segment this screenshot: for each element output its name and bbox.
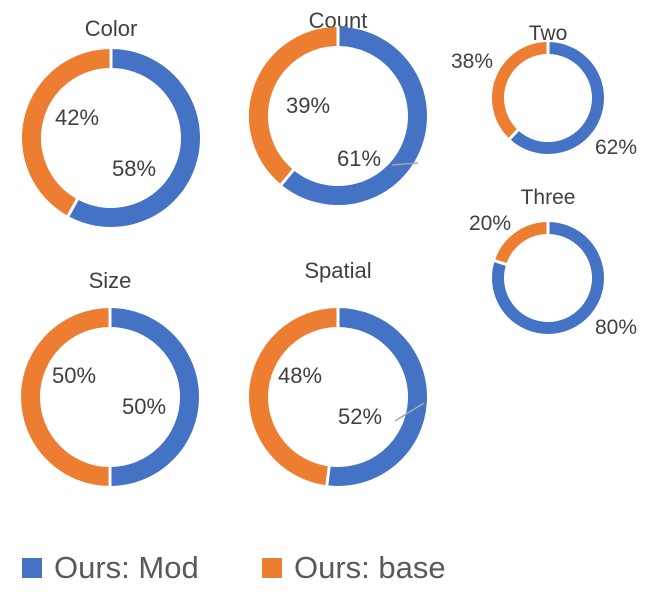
chart-title: Three	[521, 186, 576, 209]
slice-separator	[493, 258, 508, 267]
chart-title: Two	[529, 22, 568, 45]
donut-three: Three 80% 20%	[469, 186, 637, 339]
legend-label-mod: Ours: Mod	[54, 550, 199, 585]
chart-title: Spatial	[304, 258, 371, 283]
data-label-mod: 58%	[112, 156, 156, 181]
slice-separator	[279, 168, 296, 187]
donut-two: Two 62% 38%	[451, 22, 637, 159]
data-label-base: 20%	[469, 212, 511, 235]
legend: Ours: Mod Ours: base	[0, 545, 654, 591]
slice-mod	[68, 49, 200, 227]
slice-base	[22, 49, 112, 216]
data-label-mod: 50%	[122, 394, 166, 419]
data-label-base: 42%	[55, 105, 99, 130]
slice-base	[492, 42, 549, 139]
chart-title: Color	[85, 16, 138, 41]
legend-swatch-base	[262, 558, 282, 578]
donut-color: Color 58% 42%	[22, 16, 200, 227]
leader-line	[394, 402, 425, 422]
legend-item-mod: Ours: Mod	[22, 545, 199, 591]
donut-size: Size 50% 50%	[21, 268, 199, 487]
slice-separator	[325, 465, 331, 487]
data-label-mod: 80%	[595, 316, 637, 339]
slice-base	[21, 308, 111, 486]
legend-item-base: Ours: base	[262, 545, 446, 591]
data-label-base: 39%	[286, 93, 330, 118]
slice-separator	[507, 128, 520, 141]
slice-mod	[281, 27, 427, 205]
slice-mod	[509, 42, 604, 154]
data-label-base: 50%	[52, 363, 96, 388]
data-label-mod: 61%	[337, 146, 381, 171]
legend-swatch-mod	[22, 558, 42, 578]
slice-mod	[492, 222, 604, 334]
slice-base	[249, 308, 339, 486]
slice-separator	[66, 197, 80, 218]
data-label-mod: 62%	[595, 136, 637, 159]
legend-label-base: Ours: base	[294, 550, 446, 585]
chart-title: Size	[89, 268, 132, 293]
data-label-base: 38%	[451, 50, 493, 73]
slice-mod	[109, 308, 199, 486]
data-label-base: 48%	[278, 363, 322, 388]
donut-spatial: Spatial 52% 48%	[249, 258, 428, 487]
slice-mod	[326, 308, 428, 486]
leader-line	[391, 162, 419, 166]
slice-base	[494, 222, 549, 265]
data-label-mod: 52%	[338, 404, 382, 429]
slice-base	[249, 27, 339, 185]
